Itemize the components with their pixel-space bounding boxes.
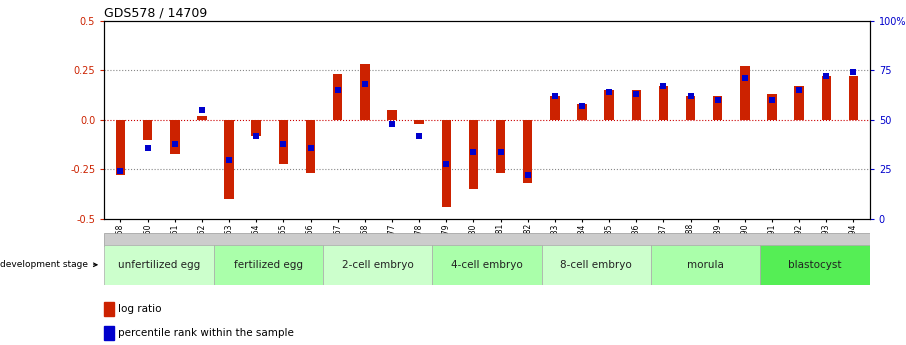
Bar xyxy=(414,120,424,124)
Bar xyxy=(577,104,587,120)
Bar xyxy=(104,245,214,285)
Text: 2-cell embryo: 2-cell embryo xyxy=(342,260,413,270)
Bar xyxy=(387,110,397,120)
Bar xyxy=(523,120,533,184)
Bar xyxy=(849,76,858,120)
Bar xyxy=(496,120,506,174)
Bar xyxy=(279,120,288,164)
Bar xyxy=(432,245,542,285)
Bar xyxy=(651,245,760,285)
Text: unfertilized egg: unfertilized egg xyxy=(118,260,200,270)
Bar xyxy=(550,96,560,120)
Bar xyxy=(333,74,342,120)
Text: 8-cell embryo: 8-cell embryo xyxy=(561,260,632,270)
Bar xyxy=(104,302,114,316)
Bar xyxy=(441,120,451,207)
Bar xyxy=(198,116,207,120)
Bar xyxy=(604,90,614,120)
Bar xyxy=(659,86,669,120)
Bar xyxy=(468,120,478,189)
Bar xyxy=(225,120,234,199)
Text: 4-cell embryo: 4-cell embryo xyxy=(451,260,523,270)
Bar xyxy=(686,96,695,120)
Bar xyxy=(542,245,651,285)
Bar xyxy=(116,120,125,176)
Bar xyxy=(143,120,152,140)
Text: GDS578 / 14709: GDS578 / 14709 xyxy=(104,7,207,20)
Bar xyxy=(305,120,315,174)
Bar xyxy=(323,245,432,285)
Bar xyxy=(795,86,804,120)
Bar xyxy=(760,245,870,285)
Bar xyxy=(767,94,776,120)
Bar xyxy=(740,66,749,120)
Bar xyxy=(252,120,261,136)
Text: log ratio: log ratio xyxy=(118,304,161,314)
Bar xyxy=(360,65,370,120)
Bar xyxy=(822,76,831,120)
Bar xyxy=(214,245,323,285)
Bar xyxy=(170,120,179,154)
Text: morula: morula xyxy=(688,260,724,270)
Text: development stage: development stage xyxy=(0,260,97,269)
Text: blastocyst: blastocyst xyxy=(788,260,842,270)
Bar xyxy=(713,96,722,120)
Bar xyxy=(104,326,114,340)
Text: percentile rank within the sample: percentile rank within the sample xyxy=(118,328,294,338)
Text: fertilized egg: fertilized egg xyxy=(234,260,303,270)
Bar xyxy=(631,90,641,120)
